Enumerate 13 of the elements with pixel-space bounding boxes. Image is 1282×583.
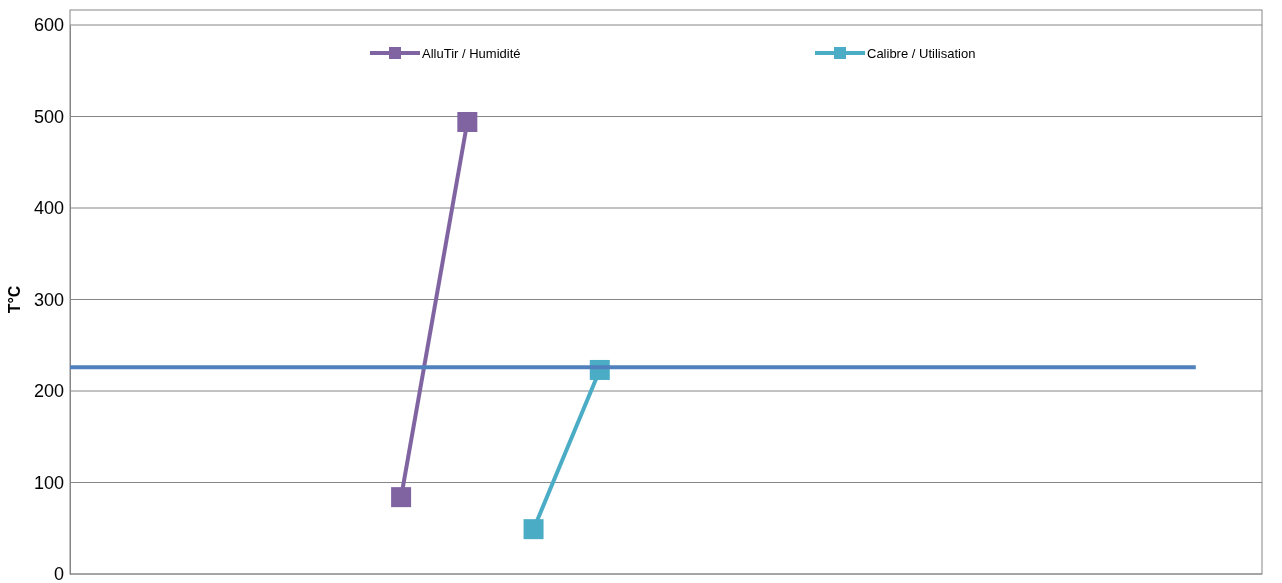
y-axis-title: T°C [6,285,23,314]
y-tick-label: 0 [53,564,64,583]
y-tick-label: 500 [33,106,64,127]
point [523,519,544,540]
y-tick-label: 100 [33,472,64,493]
point [391,487,412,508]
y-tick-label: 300 [33,289,64,310]
y-tick-label: 400 [33,198,64,219]
legend-label: AlluTir / Humidité [422,46,521,61]
legend-label: Calibre / Utilisation [867,46,976,61]
point [457,111,478,132]
y-tick-label: 200 [33,381,64,402]
y-tick-label: 600 [33,15,64,36]
